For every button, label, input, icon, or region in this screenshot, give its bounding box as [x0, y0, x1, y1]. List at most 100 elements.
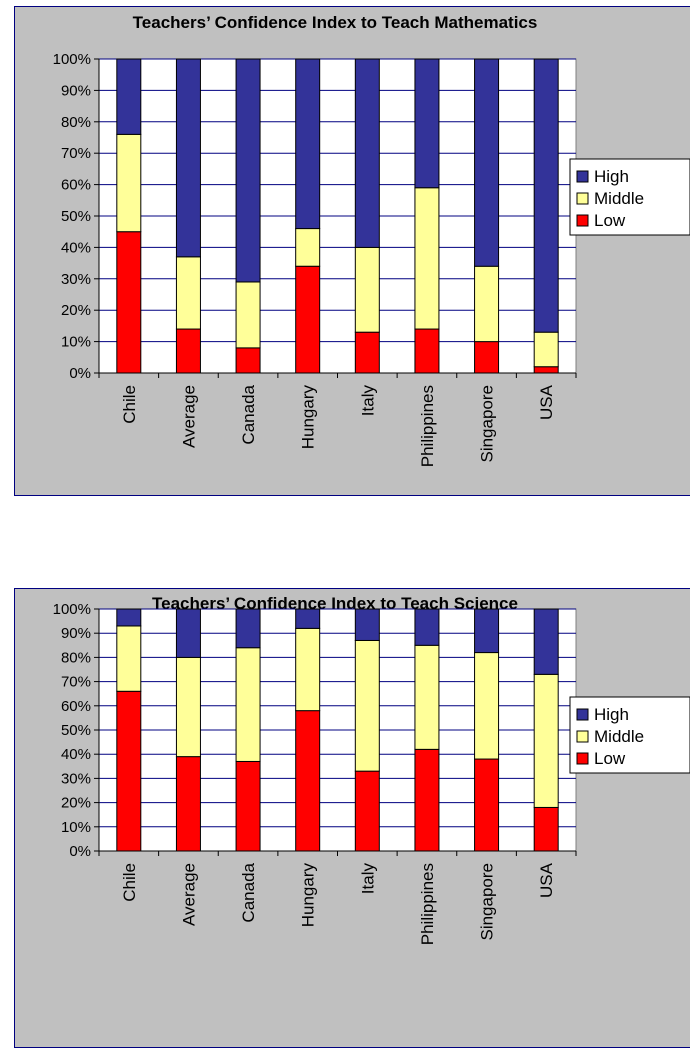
- y-tick-label: 90%: [61, 82, 91, 99]
- bar-middle-philippines: [414, 644, 440, 750]
- y-tick-label: 10%: [61, 334, 91, 351]
- x-tick-label: Average: [179, 863, 198, 926]
- chart-title: Teachers’ Confidence Index to Teach Math…: [132, 13, 538, 32]
- y-tick-label: 30%: [61, 271, 91, 288]
- bar-high-italy: [354, 608, 380, 641]
- bar-middle-singapore: [474, 265, 500, 343]
- bar-high-average: [175, 58, 201, 258]
- legend-swatch-low: [576, 214, 589, 227]
- legend-swatch-middle: [576, 730, 589, 743]
- y-tick-label: 100%: [53, 601, 91, 618]
- legend-label-high: High: [594, 167, 629, 186]
- x-tick-label: Hungary: [299, 385, 318, 450]
- bar-middle-average: [175, 656, 201, 758]
- bar-high-canada: [235, 58, 261, 283]
- bar-high-chile: [116, 608, 142, 627]
- bar-high-philippines: [414, 608, 440, 646]
- bar-middle-singapore: [474, 652, 500, 760]
- x-tick-label: Philippines: [418, 863, 437, 945]
- x-tick-label: Singapore: [478, 863, 497, 941]
- bar-low-hungary: [295, 710, 321, 852]
- bar-high-average: [175, 608, 201, 658]
- science-chart-panel: Teachers’ Confidence Index to Teach Scie…: [14, 588, 690, 1048]
- bar-high-hungary: [295, 58, 321, 230]
- legend-label-low: Low: [594, 211, 626, 230]
- y-tick-label: 40%: [61, 239, 91, 256]
- x-tick-label: USA: [537, 862, 556, 898]
- bar-high-singapore: [474, 608, 500, 654]
- bar-high-canada: [235, 608, 261, 649]
- y-tick-label: 0%: [69, 365, 91, 382]
- bar-high-hungary: [295, 608, 321, 629]
- x-tick-label: Italy: [358, 385, 377, 417]
- bar-low-canada: [235, 347, 261, 374]
- bar-middle-italy: [354, 246, 380, 333]
- bar-low-chile: [116, 690, 142, 852]
- bar-low-usa: [533, 366, 559, 374]
- bar-middle-chile: [116, 625, 142, 692]
- y-tick-label: 100%: [53, 51, 91, 68]
- math-chart-svg: 0% 10% 20% 30% 40% 50% 60% 70% 80% 90% 100% Chile Av…: [53, 51, 690, 467]
- bar-middle-chile: [116, 133, 142, 233]
- x-tick-label: Canada: [239, 384, 258, 444]
- bar-low-singapore: [474, 341, 500, 374]
- x-tick-label: Chile: [120, 863, 139, 902]
- bar-high-singapore: [474, 58, 500, 267]
- legend-label-high: High: [594, 705, 629, 724]
- y-tick-label: 10%: [61, 819, 91, 836]
- y-tick-label: 50%: [61, 722, 91, 739]
- bar-low-average: [175, 756, 201, 852]
- bar-middle-canada: [235, 647, 261, 762]
- bar-low-average: [175, 328, 201, 374]
- legend-label-middle: Middle: [594, 189, 644, 208]
- bar-high-philippines: [414, 58, 440, 189]
- bar-middle-usa: [533, 673, 559, 808]
- legend-label-middle: Middle: [594, 727, 644, 746]
- x-tick-label: Singapore: [478, 385, 497, 463]
- y-tick-label: 50%: [61, 208, 91, 225]
- bar-low-canada: [235, 760, 261, 852]
- x-tick-label: Italy: [358, 863, 377, 895]
- legend-swatch-high: [576, 170, 589, 183]
- bar-middle-hungary: [295, 627, 321, 712]
- y-tick-label: 20%: [61, 302, 91, 319]
- chart-title: Teachers’ Confidence Index to Teach Scie…: [152, 594, 518, 613]
- bar-middle-hungary: [295, 228, 321, 267]
- y-tick-label: 60%: [61, 177, 91, 194]
- bar-low-chile: [116, 231, 142, 374]
- y-tick-label: 20%: [61, 795, 91, 812]
- y-tick-label: 30%: [61, 770, 91, 787]
- y-tick-label: 70%: [61, 674, 91, 691]
- legend-swatch-high: [576, 708, 589, 721]
- bar-middle-average: [175, 256, 201, 330]
- legend: [569, 696, 690, 774]
- y-tick-label: 80%: [61, 649, 91, 666]
- bar-low-singapore: [474, 758, 500, 852]
- y-tick-label: 80%: [61, 114, 91, 131]
- x-tick-label: Average: [179, 385, 198, 448]
- bar-low-philippines: [414, 748, 440, 852]
- y-tick-label: 40%: [61, 746, 91, 763]
- bar-middle-philippines: [414, 187, 440, 330]
- bar-middle-canada: [235, 281, 261, 349]
- y-tick-label: 90%: [61, 625, 91, 642]
- y-tick-label: 0%: [69, 843, 91, 860]
- bar-middle-italy: [354, 639, 380, 772]
- math-chart-panel: Teachers’ Confidence Index to Teach Math…: [14, 6, 690, 496]
- legend-swatch-low: [576, 752, 589, 765]
- y-tick-label: 60%: [61, 698, 91, 715]
- bar-low-hungary: [295, 265, 321, 374]
- bar-high-usa: [533, 608, 559, 675]
- bar-low-philippines: [414, 328, 440, 374]
- bar-low-italy: [354, 331, 380, 374]
- legend-swatch-middle: [576, 192, 589, 205]
- legend-label-low: Low: [594, 749, 626, 768]
- bar-high-chile: [116, 58, 142, 135]
- x-tick-label: Chile: [120, 385, 139, 424]
- x-tick-label: USA: [537, 384, 556, 420]
- bar-low-usa: [533, 806, 559, 852]
- legend: [569, 158, 690, 236]
- x-tick-label: Philippines: [418, 385, 437, 467]
- y-tick-label: 70%: [61, 145, 91, 162]
- science-chart-svg: 0% 10% 20% 30% 40% 50% 60% 70% 80% 90% 100% Chile Av…: [53, 601, 690, 945]
